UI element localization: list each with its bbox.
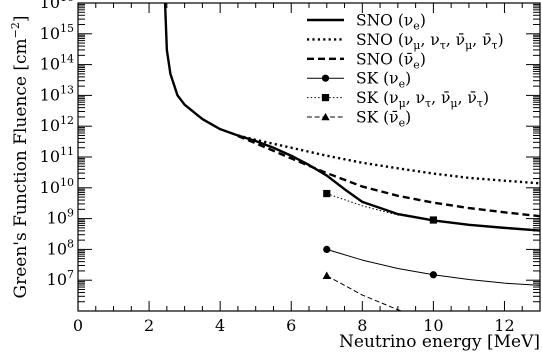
y-tick-label: 107 <box>47 268 74 289</box>
y-tick-label: 1016 <box>40 0 74 12</box>
y-tick-label: 1015 <box>40 22 74 43</box>
x-tick-label: 4 <box>215 316 225 335</box>
legend-marker <box>321 74 330 82</box>
legend-label: SK (ν̄e) <box>356 109 411 130</box>
legend-label: SK (νμ, ντ, ν̄μ, ν̄τ) <box>356 89 489 110</box>
series-marker <box>429 216 437 224</box>
x-tick-label: 2 <box>144 316 154 335</box>
legend-marker <box>321 94 330 102</box>
series-marker <box>429 271 437 279</box>
legend-label: SNO (νμ, ντ, ν̄μ, ν̄τ) <box>356 31 504 52</box>
x-tick-label: 6 <box>286 316 296 335</box>
series-line <box>326 193 434 221</box>
series-marker <box>322 271 331 280</box>
legend-label: SK (νe) <box>356 70 411 91</box>
x-tick-label: 12 <box>494 316 514 335</box>
y-tick-label: 1014 <box>40 53 74 74</box>
y-tick-label: 1012 <box>40 114 74 135</box>
y-axis-title: Green's Function Fluence [cm−2] <box>9 16 31 299</box>
plot-area <box>78 3 540 311</box>
series-marker <box>323 245 331 253</box>
legend-marker <box>321 112 330 121</box>
y-tick-label: 1013 <box>40 83 74 104</box>
y-axis: 107 108 109 1010 1011 1012 1013 1014 1015 1016 <box>40 0 540 312</box>
x-axis-title: Neutrino energy [MeV] <box>339 332 540 352</box>
series-line <box>237 134 540 218</box>
x-tick-label: 8 <box>357 316 367 335</box>
series-2 <box>237 134 540 218</box>
series-line <box>326 275 404 311</box>
x-tick-label: 0 <box>73 316 83 335</box>
y-tick-label: 109 <box>47 207 74 228</box>
y-tick-label: 108 <box>47 237 74 258</box>
legend-label: SNO (νe) <box>356 12 426 33</box>
legend: SNO (νe)SNO (νμ, ντ, ν̄μ, ν̄τ)SNO (ν̄e)S… <box>307 12 504 130</box>
y-tick-label: 1010 <box>40 176 74 197</box>
y-tick-label: 1011 <box>40 145 74 166</box>
series-4 <box>323 189 437 224</box>
series-layer <box>163 3 540 311</box>
series-3 <box>323 245 540 286</box>
x-tick-label: 10 <box>423 316 443 335</box>
series-marker <box>323 189 331 198</box>
legend-label: SNO (ν̄e) <box>356 50 426 71</box>
series-5 <box>322 271 404 311</box>
